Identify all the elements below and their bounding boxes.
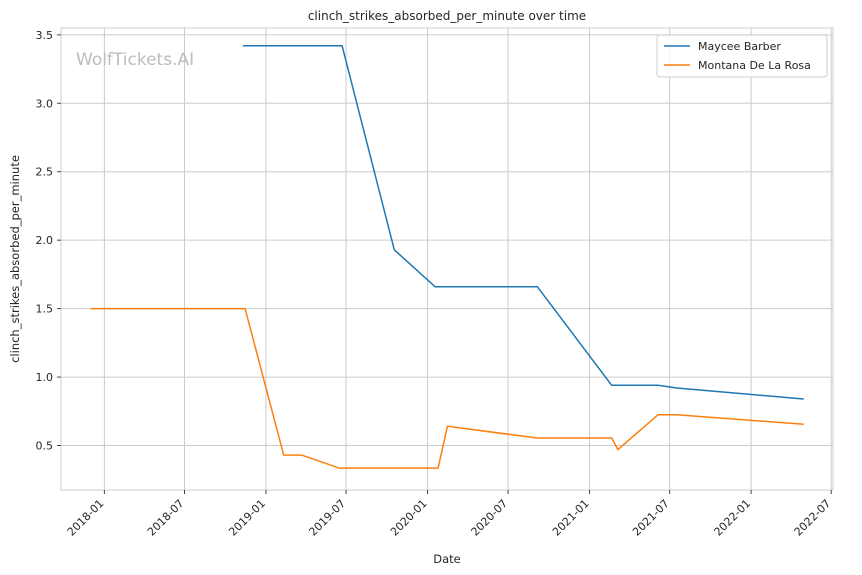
- y-tick-label: 1.0: [36, 371, 54, 384]
- y-tick-label: 3.0: [36, 97, 54, 110]
- series-line: [242, 45, 804, 400]
- y-tick-label: 1.5: [36, 303, 54, 316]
- series-line: [90, 307, 804, 469]
- x-axis-label: Date: [433, 552, 461, 566]
- plot-border: [60, 27, 834, 491]
- series-layer: [90, 45, 804, 469]
- legend-entry-label: Maycee Barber: [698, 40, 781, 53]
- chart-title: clinch_strikes_absorbed_per_minute over …: [308, 9, 586, 23]
- y-tick-label: 2.5: [36, 166, 54, 179]
- y-axis-ticks: 0.5 1.0 1.5 2.0 2.5 3.0 3.5: [36, 29, 61, 453]
- y-tick-label: 0.5: [36, 440, 54, 453]
- y-tick-label: 3.5: [36, 29, 54, 42]
- watermark-text: WolfTickets.AI: [76, 50, 194, 70]
- legend-entry-label: Montana De La Rosa: [698, 59, 811, 72]
- legend: Maycee Barber Montana De La Rosa: [656, 34, 828, 78]
- grid: [61, 28, 833, 490]
- plot-area: [61, 28, 833, 490]
- axes-frame: [60, 27, 834, 491]
- legend-box: [656, 34, 828, 78]
- y-tick-label: 2.0: [36, 234, 54, 247]
- y-axis-label: clinch_strikes_absorbed_per_minute: [8, 155, 22, 363]
